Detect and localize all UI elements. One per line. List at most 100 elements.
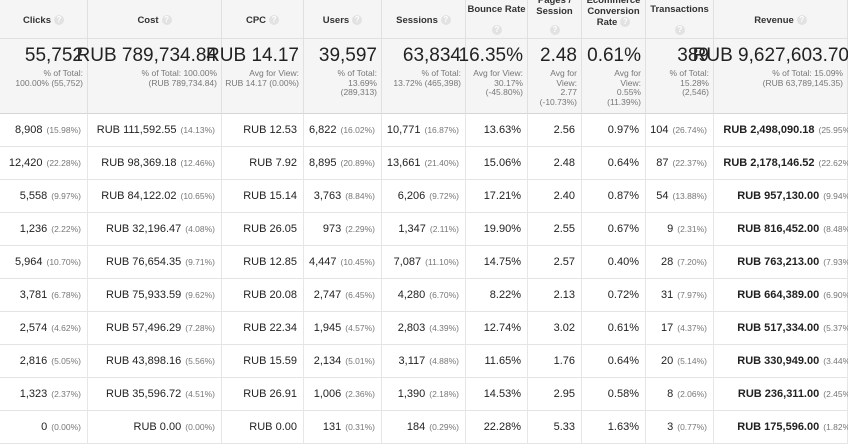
cell-value: 2.40	[554, 190, 575, 202]
metric-percent: (2.31%)	[677, 224, 707, 234]
cell-value: 2.55	[554, 223, 575, 235]
cell-trans: 20(5.14%)	[646, 345, 714, 378]
cell-users: 131(0.31%)	[304, 411, 382, 444]
metric-value: 1.76	[554, 355, 575, 367]
cell-value: 28(7.20%)	[661, 256, 707, 268]
table-row[interactable]: 8,908(15.98%)RUB 111,592.55(14.13%)RUB 1…	[0, 114, 848, 147]
cell-value: RUB 0.00(0.00%)	[134, 421, 215, 433]
help-icon[interactable]: ?	[269, 15, 279, 25]
cell-value: 2,574(4.62%)	[20, 322, 81, 334]
metric-value: RUB 76,654.35	[106, 256, 181, 268]
column-header-users[interactable]: Users?	[304, 0, 382, 39]
cell-value: RUB 0.00	[249, 421, 297, 433]
cell-value: RUB 12.53	[243, 124, 297, 136]
cell-value: 8,908(15.98%)	[15, 124, 81, 136]
metric-value: 31	[661, 289, 673, 301]
cell-trans: 28(7.20%)	[646, 246, 714, 279]
help-icon[interactable]: ?	[550, 25, 560, 35]
total-value: 16.35%	[459, 45, 523, 67]
cell-value: 6,206(9.72%)	[398, 190, 459, 202]
cell-value: 973(2.29%)	[323, 223, 375, 235]
metric-value: RUB 20.08	[243, 289, 297, 301]
metric-percent: (26.74%)	[673, 125, 708, 135]
metric-value: 2.95	[554, 388, 575, 400]
metric-percent: (16.87%)	[425, 125, 460, 135]
metric-value: 973	[323, 223, 341, 235]
column-header-bounce[interactable]: Bounce Rate?	[466, 0, 528, 39]
metric-value: 2,574	[20, 322, 48, 334]
help-icon[interactable]: ?	[54, 15, 64, 25]
cell-clicks: 2,816(5.05%)	[0, 345, 88, 378]
table-row[interactable]: 2,574(4.62%) RUB 57,496.29(7.28%) RUB 22.3…	[0, 312, 848, 345]
metric-value: RUB 26.91	[243, 388, 297, 400]
metric-value: RUB 957,130.00	[737, 190, 819, 202]
column-header-rev[interactable]: Revenue?	[714, 0, 848, 39]
metric-percent: (9.97%)	[51, 191, 81, 201]
metric-value: 0.40%	[608, 256, 639, 268]
cell-value: RUB 12.85	[243, 256, 297, 268]
cell-bounce: 14.53%	[466, 378, 528, 411]
table-row[interactable]: 12,420(22.28%)RUB 98,369.18(12.46%)RUB 7…	[0, 147, 848, 180]
metric-value: 22.28%	[484, 421, 521, 433]
cell-cpc: RUB 22.34	[222, 312, 304, 345]
column-header-sessions[interactable]: Sessions?	[382, 0, 466, 39]
column-header-cpc[interactable]: CPC?	[222, 0, 304, 39]
table-row[interactable]: 5,558(9.97%)RUB 84,122.02(10.65%)RUB 15.…	[0, 180, 848, 213]
column-header-cost[interactable]: Cost?	[88, 0, 222, 39]
metric-value: 0.64%	[608, 355, 639, 367]
cell-ecom: 0.87%	[582, 180, 646, 213]
metric-value: 0.97%	[608, 124, 639, 136]
metric-percent: (5.37%)	[823, 323, 848, 333]
metric-value: 5,964	[15, 256, 43, 268]
column-header-clicks[interactable]: Clicks?	[0, 0, 88, 39]
metric-value: 1,390	[398, 388, 426, 400]
help-icon[interactable]: ?	[797, 15, 807, 25]
help-icon[interactable]: ?	[441, 15, 451, 25]
cell-value: 1.76	[554, 355, 575, 367]
cell-value: 0.72%	[608, 289, 639, 301]
column-header-pages[interactable]: Pages /Session?	[528, 0, 582, 39]
metric-percent: (4.51%)	[185, 389, 215, 399]
total-comparison: % of Total:13.69%(289,313)	[337, 69, 377, 98]
cell-cost: RUB 0.00(0.00%)	[88, 411, 222, 444]
table-row[interactable]: 1,323(2.37%)RUB 35,596.72(4.51%)RUB 26.9…	[0, 378, 848, 411]
cell-rev: RUB 517,334.00(5.37%)	[714, 312, 848, 345]
cell-bounce: 22.28%	[466, 411, 528, 444]
table-row[interactable]: 2,816(5.05%)RUB 43,898.16(5.56%)RUB 15.5…	[0, 345, 848, 378]
column-header-trans[interactable]: Transactions?	[646, 0, 714, 39]
table-row[interactable]: 1,236(2.22%)RUB 32,196.47(4.08%)RUB 26.0…	[0, 213, 848, 246]
help-icon[interactable]: ?	[675, 25, 685, 35]
metric-value: 11.65%	[485, 355, 522, 367]
help-icon[interactable]: ?	[162, 15, 172, 25]
metric-value: 28	[661, 256, 673, 268]
table-row[interactable]: 3,781(6.78%)RUB 75,933.59(9.62%)RUB 20.0…	[0, 279, 848, 312]
metric-value: 3.02	[554, 322, 575, 334]
cell-value: RUB 57,496.29(7.28%)	[106, 322, 215, 334]
table-row[interactable]: 5,964(10.70%)RUB 76,654.35(9.71%)RUB 12.…	[0, 246, 848, 279]
metric-percent: (20.89%)	[341, 158, 376, 168]
cell-cost: RUB 32,196.47(4.08%)	[88, 213, 222, 246]
metric-percent: (9.71%)	[185, 257, 215, 267]
header-text-line: Session	[528, 6, 581, 17]
metric-value: 0.58%	[608, 388, 639, 400]
cell-value: 0.64%	[608, 355, 639, 367]
help-icon[interactable]: ?	[492, 25, 502, 35]
metric-value: 2.57	[554, 256, 575, 268]
cell-sessions: 10,771(16.87%)	[382, 114, 466, 147]
cell-users: 1,945(4.57%)	[304, 312, 382, 345]
cell-cost: RUB 75,933.59(9.62%)	[88, 279, 222, 312]
total-comparison: % of Total:15.28%(2,546)	[669, 69, 709, 98]
cell-value: 13,661(21.40%)	[387, 157, 459, 169]
help-icon[interactable]: ?	[620, 17, 630, 27]
cell-sessions: 2,803(4.39%)	[382, 312, 466, 345]
metric-value: RUB 236,311.00	[738, 388, 819, 400]
header-text: Sessions	[396, 15, 438, 26]
cell-value: RUB 2,178,146.52(22.62%)	[723, 157, 848, 169]
cell-value: RUB 664,389.00(6.90%)	[737, 289, 848, 301]
cell-value: 11.65%	[485, 355, 522, 367]
cell-cpc: RUB 20.08	[222, 279, 304, 312]
help-icon[interactable]: ?	[352, 15, 362, 25]
